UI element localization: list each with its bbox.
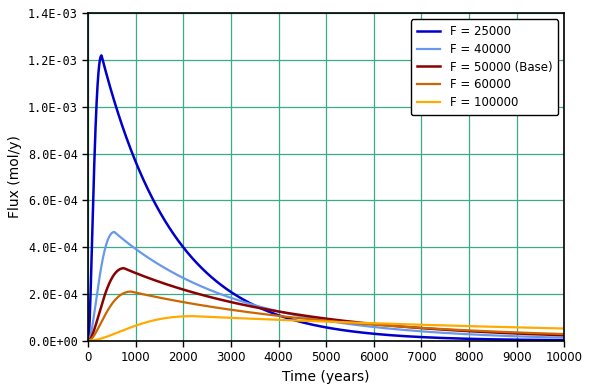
- F = 100000: [85, 338, 92, 343]
- F = 25000: [561, 338, 568, 343]
- F = 60000: [387, 323, 394, 328]
- F = 60000: [109, 301, 116, 306]
- F = 60000: [85, 338, 92, 343]
- F = 50000 (Base): [85, 338, 92, 343]
- F = 50000 (Base): [109, 276, 116, 280]
- F = 40000: [463, 332, 470, 336]
- F = 40000: [437, 330, 444, 335]
- Legend: F = 25000, F = 40000, F = 50000 (Base), F = 60000, F = 100000: F = 25000, F = 40000, F = 50000 (Base), …: [411, 19, 558, 115]
- F = 40000: [387, 327, 394, 331]
- F = 25000: [437, 336, 444, 340]
- F = 60000: [366, 322, 374, 327]
- F = 100000: [109, 332, 116, 337]
- Line: F = 25000: F = 25000: [88, 55, 564, 341]
- F = 60000: [128, 289, 135, 294]
- F = 50000 (Base): [121, 266, 128, 270]
- F = 100000: [189, 314, 196, 318]
- F = 100000: [561, 326, 568, 331]
- F = 50000 (Base): [437, 327, 444, 332]
- F = 100000: [366, 321, 374, 325]
- Y-axis label: Flux (mol/y): Flux (mol/y): [8, 136, 22, 218]
- F = 40000: [561, 335, 568, 340]
- F = 100000: [387, 321, 394, 326]
- F = 40000: [257, 305, 264, 309]
- F = 40000: [111, 230, 118, 234]
- F = 50000 (Base): [366, 321, 374, 326]
- Line: F = 50000 (Base): F = 50000 (Base): [88, 268, 564, 341]
- F = 25000: [463, 336, 470, 341]
- F = 25000: [109, 92, 116, 96]
- F = 100000: [463, 324, 470, 328]
- F = 50000 (Base): [561, 333, 568, 338]
- F = 60000: [463, 328, 470, 333]
- F = 100000: [437, 323, 444, 328]
- F = 25000: [257, 306, 264, 310]
- F = 100000: [257, 317, 264, 321]
- F = 40000: [109, 230, 116, 235]
- F = 50000 (Base): [387, 323, 394, 328]
- F = 40000: [366, 324, 374, 329]
- F = 25000: [85, 338, 92, 343]
- F = 25000: [98, 53, 105, 58]
- X-axis label: Time (years): Time (years): [282, 370, 370, 384]
- Line: F = 100000: F = 100000: [88, 316, 564, 341]
- Line: F = 60000: F = 60000: [88, 292, 564, 341]
- F = 40000: [85, 338, 92, 343]
- F = 60000: [561, 332, 568, 336]
- F = 60000: [437, 327, 444, 331]
- F = 50000 (Base): [257, 306, 264, 310]
- F = 25000: [366, 331, 374, 336]
- F = 25000: [387, 333, 394, 338]
- Line: F = 40000: F = 40000: [88, 232, 564, 341]
- F = 60000: [257, 311, 264, 316]
- F = 50000 (Base): [463, 328, 470, 333]
